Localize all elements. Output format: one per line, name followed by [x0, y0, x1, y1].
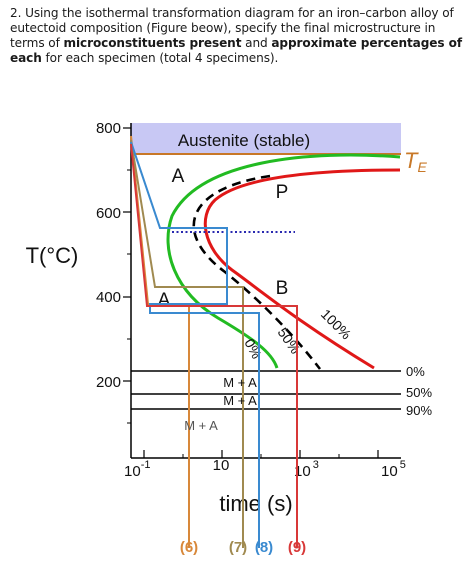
x-tick-4-exp: 5: [400, 459, 406, 471]
x-tick-4-base: 10: [381, 463, 398, 480]
region-pearlite: P: [276, 182, 289, 203]
question-bold-a: microconstituents present: [63, 36, 242, 50]
y-tick-label-200: 200: [96, 374, 121, 391]
x-tick-3-base: 10: [294, 463, 311, 480]
label-50-percent: 50%: [275, 325, 304, 357]
te-main: T: [404, 148, 419, 173]
dashed-curve-50: [192, 174, 322, 370]
x-tick-label-4: 10 5: [381, 459, 406, 480]
ma-label-2: M + A: [223, 393, 257, 408]
question-text: 2. Using the isothermal transformation d…: [10, 6, 466, 66]
x-tick-3-exp: 3: [313, 459, 319, 471]
x-tick-1-exp: -1: [141, 459, 151, 471]
x-tick-label-1: 10-1: [124, 459, 150, 480]
martensite-50-label: 50%: [406, 385, 432, 400]
austenite-stable-region: [131, 123, 401, 154]
label-0-percent: 0%: [241, 336, 265, 361]
specimen-7-path: [130, 139, 244, 548]
specimen-9-path: [130, 143, 298, 548]
region-bainite: B: [276, 278, 289, 299]
red-curve-finish: [203, 168, 401, 370]
question-part-c: for each specimen (total 4 specimens).: [41, 51, 279, 65]
ma-label-1: M + A: [223, 375, 257, 390]
te-label: TE: [404, 148, 427, 175]
ma-label-3: M + A: [184, 418, 218, 433]
martensite-0-label: 0%: [406, 364, 425, 379]
x-tick-label-2: 10: [213, 457, 230, 474]
region-austenite-lower: A: [158, 290, 171, 311]
te-subscript: E: [417, 159, 427, 175]
y-tick-label-600: 600: [96, 205, 121, 222]
question-part-a: 2. Using the isothermal transformation d…: [10, 6, 454, 50]
y-tick-label-800: 800: [96, 120, 121, 137]
green-curve-start: [166, 153, 401, 369]
specimen-6-label: (6): [180, 539, 198, 556]
martensite-90-label: 90%: [406, 403, 432, 418]
region-austenite-upper: A: [172, 166, 185, 187]
specimen-8-label: (8): [255, 539, 273, 556]
y-axis-label: T(°C): [26, 243, 79, 268]
x-tick-1-base: 10: [124, 463, 141, 480]
austenite-label: Austenite (stable): [178, 131, 310, 150]
question-bold-b: approximate percentages of each: [10, 36, 462, 65]
y-tick-label-400: 400: [96, 289, 121, 306]
x-tick-label-3: 10 3: [294, 459, 319, 480]
specimen-7-label: (7): [229, 539, 247, 556]
question-part-b: and: [241, 36, 272, 50]
x-axis-label: time (s): [219, 491, 292, 516]
specimen-8-path: [130, 141, 260, 548]
specimen-9-label: (9): [288, 539, 306, 556]
